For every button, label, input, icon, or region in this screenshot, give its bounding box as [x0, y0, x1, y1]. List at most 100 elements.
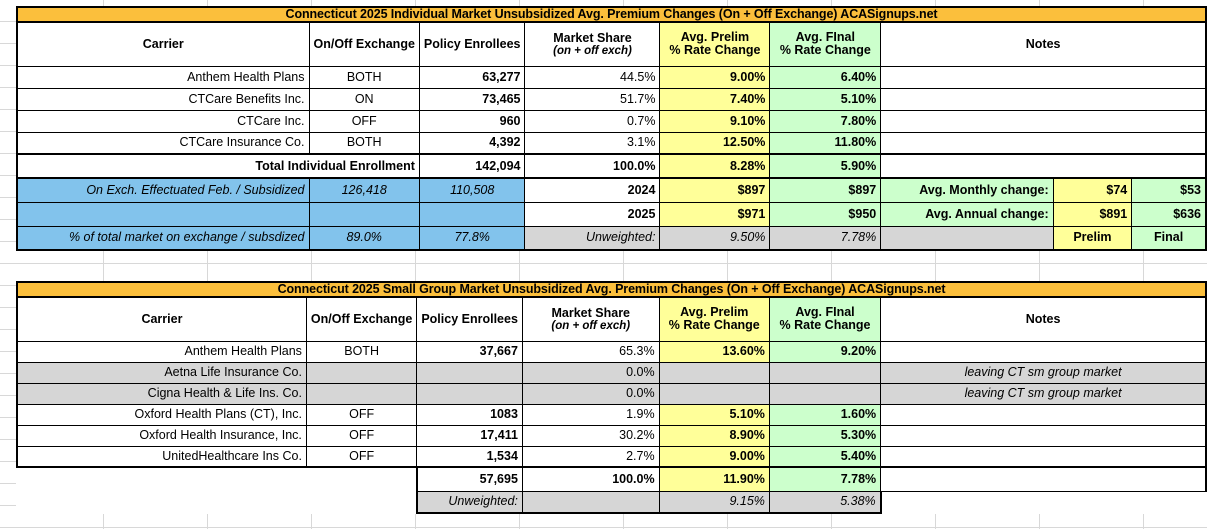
- exchange-type: OFF: [305, 424, 418, 447]
- exchange-type: OFF: [308, 109, 420, 133]
- avg-final-rate: 5.40%: [768, 445, 882, 468]
- unweighted-spacer-share: [521, 490, 660, 515]
- total-market-share: 100.0%: [521, 466, 660, 492]
- header-avg-final-main: Avg. FInal: [795, 305, 855, 320]
- header-market-share: Market Share (on + off exch): [521, 296, 660, 342]
- monthly-change-final: $53: [1131, 177, 1207, 203]
- small-group-total-row: 57,695 100.0% 11.90% 7.78%: [17, 466, 1207, 492]
- table-row: Anthem Health Plans BOTH 63,277 44.5% 9.…: [16, 65, 1207, 89]
- avg-prelim-rate: 9.10%: [659, 109, 771, 133]
- header-avg-prelim: Avg. Prelim % Rate Change: [658, 296, 770, 342]
- second-year-label: [16, 201, 310, 227]
- table-row: CTCare Insurance Co. BOTH 4,392 3.1% 12.…: [16, 131, 1207, 155]
- monthly-change-prelim: $74: [1052, 177, 1133, 203]
- avg-prelim-rate: 9.00%: [658, 445, 770, 468]
- unweighted-prelim: 9.15%: [658, 490, 770, 515]
- market-share: 44.5%: [524, 65, 661, 89]
- effectuated-subsidized: 110,508: [418, 177, 526, 203]
- row-notes: leaving CT sm group market: [880, 382, 1207, 405]
- total-exchange: [306, 467, 416, 491]
- header-policy-enrollees: Policy Enrollees: [416, 296, 523, 342]
- small-group-market-table: Connecticut 2025 Small Group Market Unsu…: [15, 280, 1207, 515]
- avg-prelim-rate: 8.90%: [658, 424, 770, 447]
- individual-total-row: Total Individual Enrollment 142,094 100.…: [15, 153, 1207, 179]
- avg-prelim-rate: 13.60%: [658, 340, 770, 363]
- table-row: UnitedHealthcare Ins Co. OFF 1,534 2.7% …: [15, 445, 1207, 469]
- policy-enrollees: 960: [418, 109, 526, 133]
- header-carrier: Carrier: [15, 296, 307, 342]
- individual-market-table-wrapper: Connecticut 2025 Individual Market Unsub…: [15, 5, 1207, 252]
- table-row: Anthem Health Plans BOTH 37,667 65.3% 13…: [15, 340, 1207, 363]
- table-row: Cigna Health & Life Ins. Co. 0.0% leavin…: [15, 382, 1207, 405]
- header-market-share: Market Share (on + off exch): [524, 21, 661, 67]
- total-label: [17, 467, 306, 491]
- pct-row-notes: [880, 225, 1054, 252]
- row-notes: [880, 445, 1207, 468]
- market-share: 1.9%: [521, 403, 660, 426]
- exchange-type: ON: [308, 87, 420, 111]
- header-carrier: Carrier: [16, 21, 310, 67]
- market-share: 65.3%: [521, 340, 660, 363]
- unweighted-spacer-notes: [881, 491, 1206, 513]
- carrier-name: Oxford Health Plans (CT), Inc.: [15, 403, 307, 426]
- total-market-share: 100.0%: [524, 153, 661, 179]
- table-row: Oxford Health Plans (CT), Inc. OFF 1083 …: [15, 403, 1207, 426]
- table-row: Oxford Health Insurance, Inc. OFF 17,411…: [15, 424, 1207, 447]
- effectuated-row: On Exch. Effectuated Feb. / Subsidized 1…: [16, 177, 1207, 203]
- small-group-header-row: Carrier On/Off Exchange Policy Enrollees…: [15, 296, 1207, 342]
- annual-change-prelim: $891: [1052, 201, 1133, 227]
- row-notes: [880, 403, 1207, 426]
- individual-title-row: Connecticut 2025 Individual Market Unsub…: [16, 5, 1207, 24]
- second-year-on-exchange: [308, 201, 420, 227]
- avg-final-rate: [768, 361, 882, 384]
- avg-final-rate: 1.60%: [768, 403, 882, 426]
- exchange-type: BOTH: [308, 65, 420, 89]
- exchange-type: OFF: [305, 445, 418, 469]
- total-avg-prelim: 11.90%: [658, 466, 770, 492]
- header-market-share-main: Market Share: [551, 305, 631, 320]
- annual-change-label: Avg. Annual change:: [880, 201, 1054, 227]
- small-group-market-table-wrapper: Connecticut 2025 Small Group Market Unsu…: [15, 280, 1207, 515]
- market-share: 3.1%: [524, 131, 661, 155]
- header-avg-final-sub: % Rate Change: [779, 43, 871, 58]
- carrier-name: Anthem Health Plans: [16, 65, 310, 89]
- unweighted-prelim: 9.50%: [659, 225, 771, 252]
- row-notes: [880, 340, 1207, 363]
- header-avg-final: Avg. FInal % Rate Change: [769, 21, 882, 67]
- carrier-name: UnitedHealthcare Ins Co.: [15, 445, 307, 469]
- avg-final-rate: 9.20%: [768, 340, 882, 363]
- premium-year: 2025: [524, 201, 661, 227]
- policy-enrollees: 63,277: [418, 65, 526, 89]
- market-share: 0.7%: [524, 109, 661, 133]
- individual-header-row: Carrier On/Off Exchange Policy Enrollees…: [16, 21, 1207, 67]
- carrier-name: CTCare Benefits Inc.: [16, 87, 310, 111]
- policy-enrollees: 17,411: [416, 424, 523, 447]
- pct-on-exchange: 89.0%: [308, 225, 420, 252]
- table-row: CTCare Benefits Inc. ON 73,465 51.7% 7.4…: [16, 87, 1207, 111]
- carrier-name: Anthem Health Plans: [15, 340, 307, 363]
- policy-enrollees: [416, 361, 523, 384]
- effectuated-label: On Exch. Effectuated Feb. / Subsidized: [16, 177, 310, 203]
- total-notes: [880, 466, 1207, 492]
- total-label: Total Individual Enrollment: [15, 153, 420, 179]
- table-row: Aetna Life Insurance Co. 0.0% leaving CT…: [15, 361, 1207, 384]
- header-market-share-sub: (on + off exch): [551, 319, 631, 332]
- premium-year: 2024: [524, 177, 661, 203]
- header-avg-final: Avg. FInal % Rate Change: [768, 296, 882, 342]
- row-notes: [880, 65, 1207, 89]
- header-avg-prelim-main: Avg. Prelim: [680, 305, 749, 320]
- header-on-off-exchange: On/Off Exchange: [308, 21, 420, 67]
- monthly-change-label: Avg. Monthly change:: [880, 177, 1054, 203]
- small-group-table-title: Connecticut 2025 Small Group Market Unsu…: [16, 280, 1207, 299]
- header-notes: Notes: [880, 296, 1207, 342]
- unweighted-final: 7.78%: [769, 225, 882, 252]
- header-avg-prelim-sub: % Rate Change: [668, 318, 760, 333]
- unweighted-final: 5.38%: [768, 490, 882, 515]
- prelim-premium: $897: [659, 177, 771, 203]
- exchange-type: [305, 361, 418, 384]
- header-avg-final-sub: % Rate Change: [779, 318, 871, 333]
- exchange-type: OFF: [305, 403, 418, 426]
- header-market-share-main: Market Share: [553, 30, 632, 45]
- row-notes: [880, 109, 1207, 133]
- carrier-name: Aetna Life Insurance Co.: [15, 361, 307, 384]
